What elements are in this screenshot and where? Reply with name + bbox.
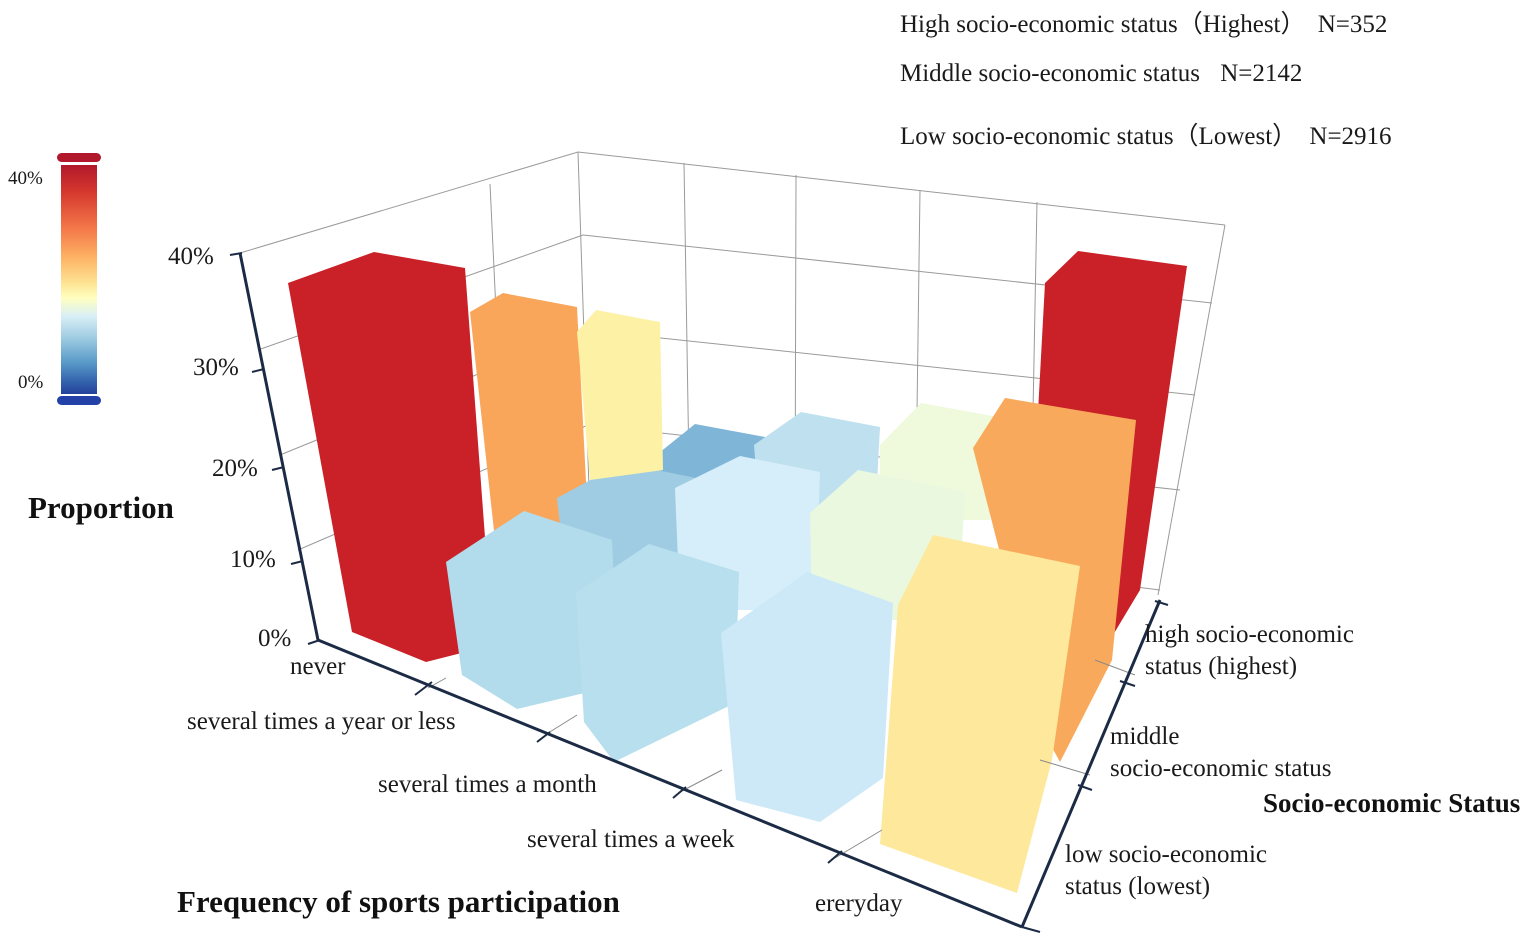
colorbar-min-label: 0% [18, 372, 44, 393]
legend-n-middle: N=2142 [1220, 60, 1303, 87]
bars-never-low [577, 310, 663, 480]
legend-n-low: N=2916 [1309, 123, 1392, 150]
colorbar-max-label: 40% [8, 168, 43, 189]
bars-low-row [446, 511, 1080, 893]
bar-everyday-low [880, 535, 1080, 893]
bar-week-low [721, 572, 893, 822]
bar-month-low [576, 544, 739, 762]
y-label-high-line1: high socio-economic [1145, 621, 1354, 648]
axes [238, 252, 1162, 929]
y-axis-title: Socio-economic Status [1263, 788, 1521, 818]
x-label-everyday: ereryday [815, 890, 903, 917]
y-label-middle-line2: socio-economic status [1110, 755, 1332, 782]
x-label-week: several times a week [527, 826, 735, 853]
legend-label-middle: Middle socio-economic status [900, 60, 1200, 87]
z-tick-40: 40% [168, 243, 214, 270]
legend-line-high: High socio-economic status（Highest） N=35… [900, 4, 1387, 40]
legend-n-high: N=352 [1317, 11, 1388, 38]
colorbar-bottom-cap [57, 396, 101, 405]
y-label-high: high socio-economic status (highest) [1145, 619, 1354, 683]
y-label-high-line2: status (highest) [1145, 653, 1298, 680]
colorbar-gradient [61, 165, 97, 394]
y-label-low-line1: low socio-economic [1065, 841, 1268, 868]
x-label-year: several times a year or less [187, 708, 456, 735]
axis-ticks [229, 252, 1169, 933]
colorbar-title: Proportion [28, 490, 174, 525]
bar-never-low [577, 310, 663, 480]
y-label-low: low socio-economic status (lowest) [1065, 839, 1267, 903]
y-axis [1020, 599, 1162, 928]
legend-label-high: High socio-economic status（Highest） [900, 11, 1306, 38]
legend-label-low: Low socio-economic status（Lowest） [900, 123, 1298, 150]
colorbar-top-cap [57, 153, 101, 162]
colorbar [57, 153, 101, 405]
z-tick-20: 20% [212, 455, 258, 482]
z-tick-10: 10% [230, 546, 276, 573]
bar-never-high [288, 252, 493, 662]
bars-middle-row [470, 293, 1136, 762]
z-tick-30: 30% [193, 354, 239, 381]
y-label-middle: middle socio-economic status [1110, 721, 1331, 785]
x-label-month: several times a month [378, 771, 597, 798]
legend-line-middle: Middle socio-economic status N=2142 [900, 60, 1302, 88]
x-axis [317, 638, 1023, 929]
bar-never-middle [470, 293, 588, 540]
bar-year-low [446, 511, 618, 709]
z-tick-0: 0% [258, 625, 292, 652]
z-axis [238, 252, 320, 641]
y-label-middle-line1: middle [1110, 723, 1180, 750]
x-label-never: never [290, 653, 346, 680]
y-label-low-line2: status (lowest) [1065, 873, 1211, 900]
legend-line-low: Low socio-economic status（Lowest） N=2916 [900, 116, 1392, 152]
x-axis-title: Frequency of sports participation [177, 884, 620, 919]
